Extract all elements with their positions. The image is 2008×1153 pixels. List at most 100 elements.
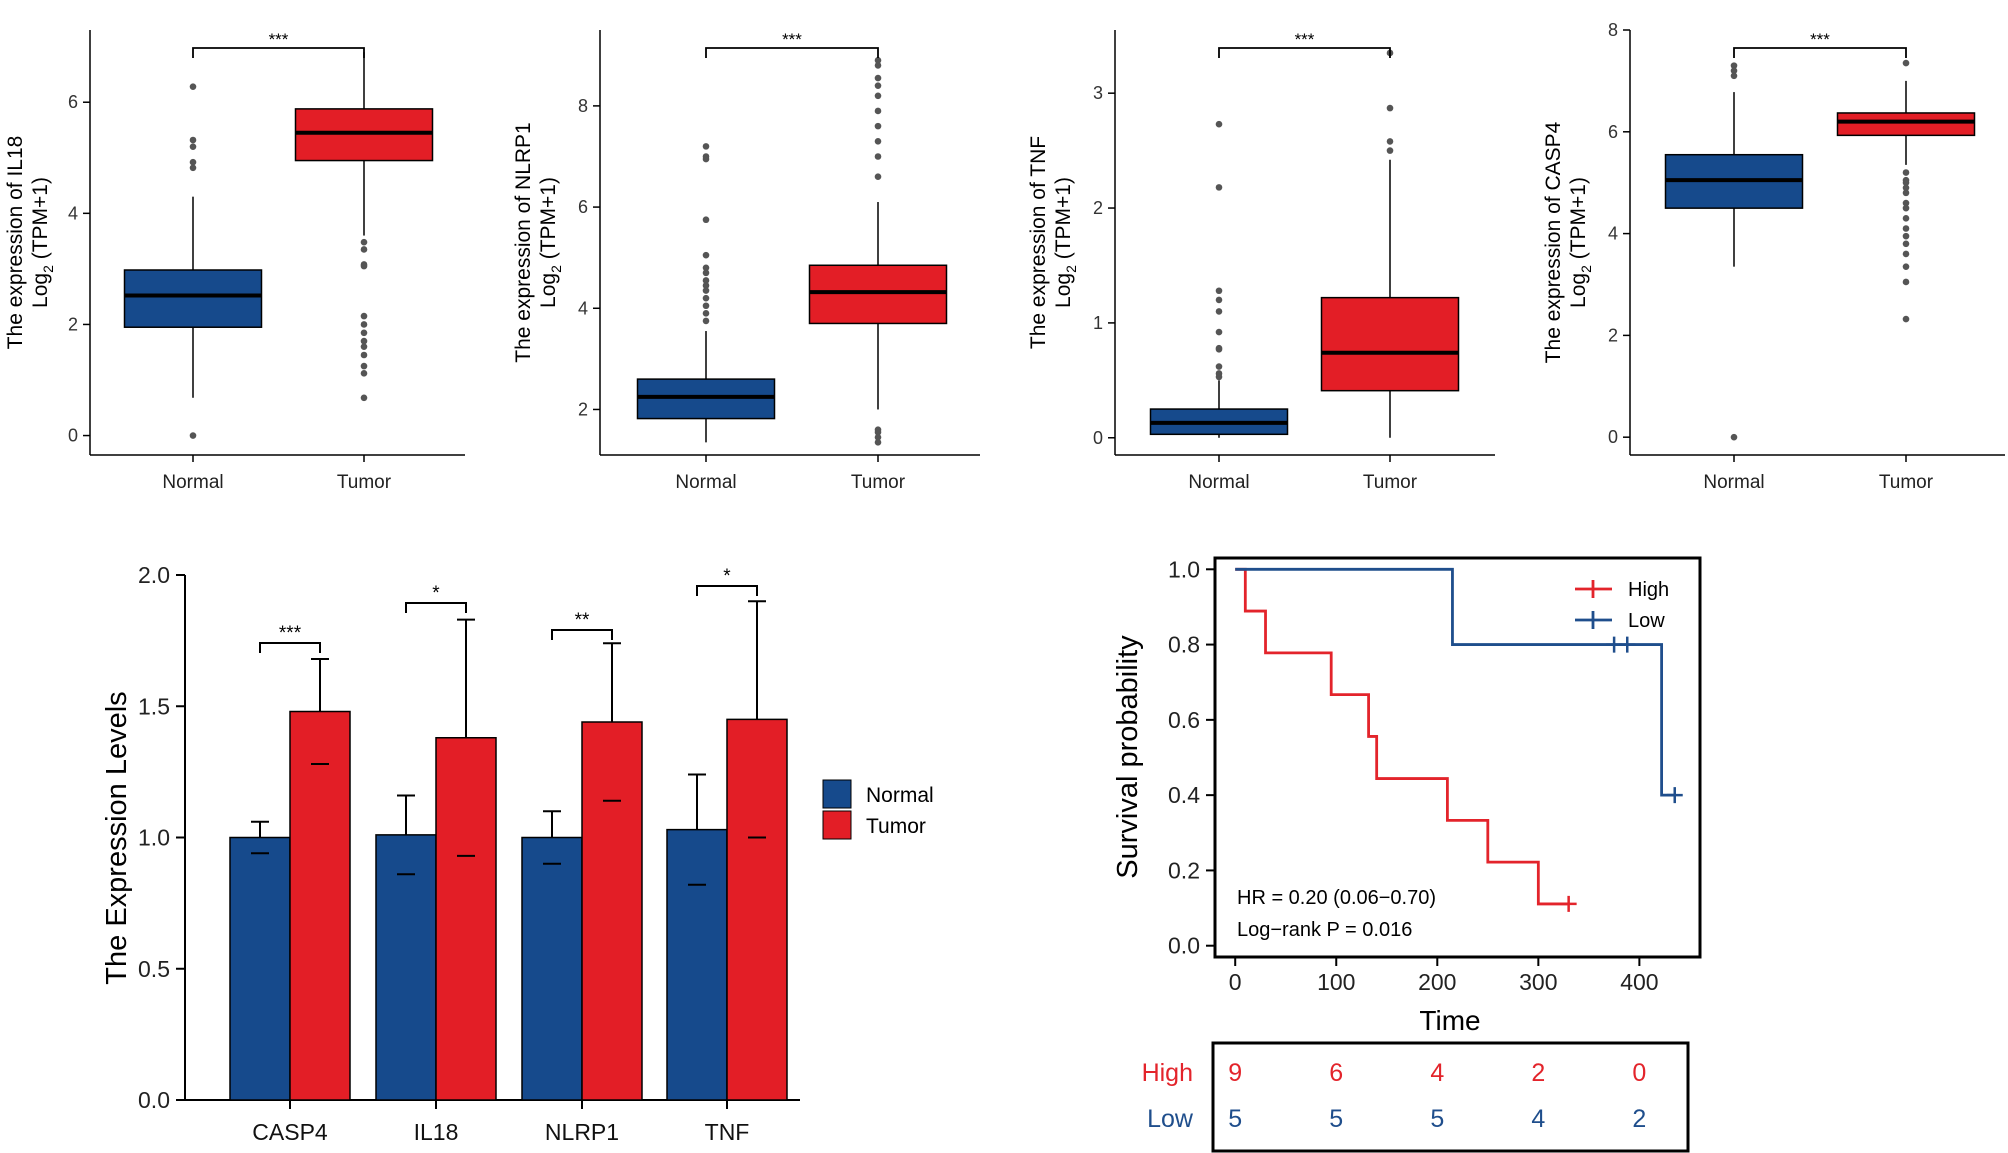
hazard-ratio-annotation: HR = 0.20 (0.06−0.70) (1237, 887, 1436, 909)
tumor-outlier-point (1902, 250, 1910, 258)
y-tick-label: 6 (68, 92, 78, 112)
normal-outlier-point (1215, 184, 1223, 191)
tumor-outlier-point (874, 57, 882, 64)
risk-table-count-low: 5 (1329, 1105, 1343, 1133)
normal-outlier-point (702, 282, 710, 289)
y-axis-label-line2: Log2 (TPM+1) (1567, 177, 1594, 308)
normal-outlier-point (1730, 62, 1738, 69)
tumor-outlier-point (874, 433, 882, 441)
normal-outlier-point (702, 155, 710, 163)
tumor-outlier-point (874, 138, 882, 145)
tumor-box (1836, 112, 1976, 137)
risk-table-count-high: 9 (1228, 1059, 1242, 1087)
panel-d-boxplot: 0 2 4 6 8 The expression of CASP4 Log2 (TPM+1)… (1542, 20, 2005, 493)
x-tick-label: Normal (675, 472, 736, 493)
y-axis-label-line1: The expression of TNF (1027, 136, 1050, 349)
normal-outlier-point (1215, 363, 1223, 370)
tumor-box (808, 264, 948, 325)
x-tick-label: Tumor (1363, 472, 1418, 493)
y-tick-label: 8 (578, 96, 588, 116)
tumor-outlier-point (360, 238, 368, 246)
normal-outlier-point (189, 158, 197, 166)
tumor-outlier-point (1902, 189, 1910, 197)
normal-box (123, 269, 263, 328)
normal-outlier-point (702, 216, 710, 224)
y-tick-label: 1 (1093, 313, 1103, 333)
tumor-outlier-point (1902, 199, 1910, 207)
y-tick-label: 2 (1093, 198, 1103, 218)
y-axis-label-line1: The expression of CASP4 (1542, 121, 1565, 363)
risk-table-row-label-low: Low (1147, 1105, 1194, 1133)
y-axis-label: Survival probability (1112, 635, 1144, 879)
tumor-outlier-point (360, 370, 368, 377)
x-tick-label: CASP4 (252, 1119, 328, 1145)
x-tick-label: 200 (1418, 969, 1456, 995)
normal-outlier-point (702, 294, 710, 302)
normal-outlier-point (1215, 328, 1223, 336)
y-axis-label-line2: Log2 (TPM+1) (1052, 177, 1079, 308)
tumor-outlier-point (1902, 315, 1910, 323)
significance-stars: * (432, 583, 440, 604)
tumor-outlier-point (874, 439, 882, 446)
y-axis-label-line1: The expression of IL18 (4, 136, 27, 350)
tumor-outlier-point (874, 107, 882, 115)
tumor-outlier-point (874, 428, 882, 436)
significance-bracket (259, 642, 321, 653)
y-tick-label: 0 (68, 426, 78, 446)
x-tick-label: Normal (1188, 472, 1249, 493)
x-tick-label: Normal (162, 472, 223, 493)
y-tick-label: 4 (578, 298, 588, 318)
risk-table-count-high: 0 (1632, 1059, 1646, 1087)
normal-box (636, 378, 776, 420)
tumor-outlier-point (1386, 147, 1394, 154)
normal-outlier-point (189, 164, 197, 172)
risk-table-count-low: 4 (1531, 1105, 1545, 1133)
significance-stars: *** (1295, 30, 1315, 49)
y-axis-label-line1: The expression of NLRP1 (512, 122, 535, 362)
y-tick-label: 6 (578, 197, 588, 217)
normal-outlier-point (189, 136, 197, 144)
x-tick-label: TNF (705, 1119, 750, 1145)
normal-bar-tnf (666, 828, 728, 1101)
tumor-outlier-point (874, 122, 882, 130)
tumor-outlier-point (1902, 184, 1910, 192)
significance-bracket (405, 602, 467, 613)
tumor-outlier-point (1902, 179, 1910, 186)
x-tick-label: Tumor (337, 472, 392, 493)
normal-bar-il18 (375, 834, 437, 1101)
normal-outlier-point (702, 143, 710, 150)
x-tick-label: IL18 (414, 1119, 459, 1145)
tumor-outlier-point (360, 362, 368, 370)
tumor-outlier-point (1902, 232, 1910, 240)
normal-outlier-point (189, 432, 197, 439)
tumor-outlier-point (360, 337, 368, 345)
x-tick-label: NLRP1 (545, 1119, 619, 1145)
plot-frame (1213, 556, 1702, 959)
legend-label-tumor: Tumor (866, 815, 926, 838)
tumor-outlier-point (1386, 138, 1394, 145)
normal-outlier-point (1730, 67, 1738, 75)
y-axis-label: The Expression Levels (101, 691, 133, 984)
tumor-outlier-point (874, 153, 882, 160)
significance-stars: *** (1810, 30, 1830, 49)
risk-table-count-high: 4 (1430, 1059, 1444, 1087)
tumor-outlier-point (1386, 104, 1394, 112)
legend-label-high: High (1628, 579, 1669, 601)
normal-outlier-point (702, 310, 710, 317)
risk-table-row-label-high: High (1142, 1059, 1193, 1087)
y-tick-label: 4 (1608, 224, 1618, 244)
y-tick-label: 8 (1608, 20, 1618, 40)
tumor-outlier-point (360, 394, 368, 402)
tumor-outlier-point (360, 329, 368, 337)
significance-bracket (705, 47, 879, 58)
y-tick-label: 0.4 (1168, 782, 1200, 808)
tumor-outlier-point (360, 351, 368, 359)
panel-a-boxplot: 0 2 4 6 The expression of IL18 Log2 (TPM+1) No… (4, 30, 465, 493)
x-tick-label: 300 (1519, 969, 1557, 995)
y-tick-label: 0.6 (1168, 707, 1200, 733)
tumor-outlier-point (360, 262, 368, 270)
y-tick-label: 2 (578, 399, 588, 419)
tumor-outlier-point (874, 74, 882, 82)
y-tick-label: 0.0 (138, 1087, 170, 1113)
